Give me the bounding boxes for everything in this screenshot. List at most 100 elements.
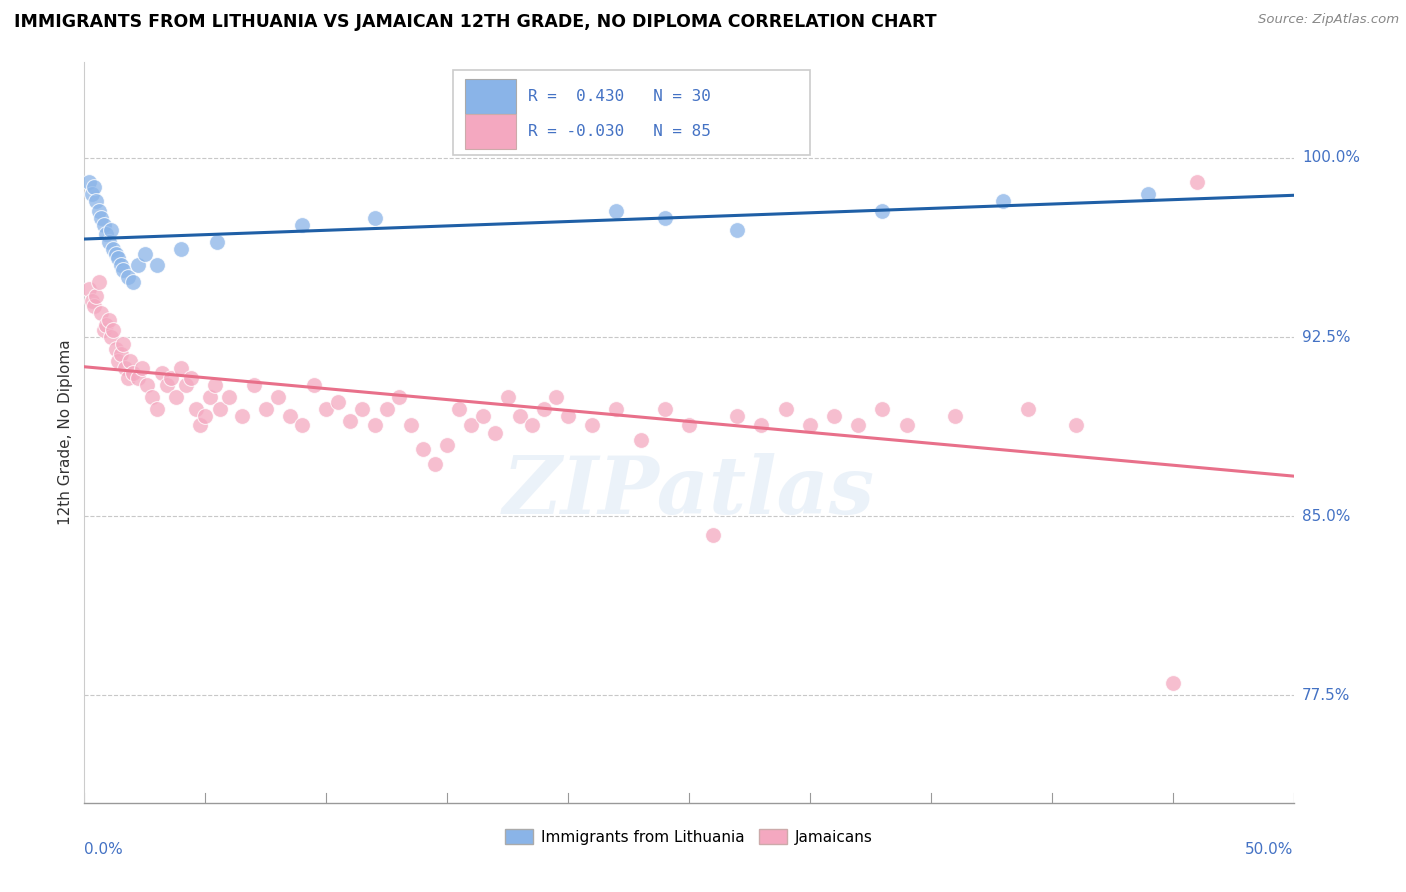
Point — [291, 418, 314, 433]
Text: 85.0%: 85.0% — [1302, 508, 1350, 524]
Point — [1137, 186, 1160, 201]
Point — [117, 270, 139, 285]
Point — [1064, 418, 1087, 433]
Point — [121, 366, 143, 380]
Point — [436, 437, 458, 451]
Point — [702, 528, 724, 542]
Point — [170, 242, 193, 256]
Point — [80, 186, 103, 201]
Point — [174, 377, 197, 392]
Point — [93, 218, 115, 232]
Point — [449, 401, 471, 416]
Point — [581, 418, 603, 433]
Point — [872, 203, 894, 218]
Point — [180, 370, 202, 384]
Point — [94, 318, 117, 333]
Text: Source: ZipAtlas.com: Source: ZipAtlas.com — [1258, 13, 1399, 27]
Point — [328, 394, 350, 409]
Text: 77.5%: 77.5% — [1302, 688, 1350, 703]
Point — [775, 401, 797, 416]
Point — [363, 211, 385, 225]
Point — [141, 390, 163, 404]
Point — [605, 203, 627, 218]
Point — [104, 342, 127, 356]
Point — [291, 218, 314, 232]
Point — [150, 366, 173, 380]
Point — [520, 418, 543, 433]
Point — [388, 390, 411, 404]
Text: IMMIGRANTS FROM LITHUANIA VS JAMAICAN 12TH GRADE, NO DIPLOMA CORRELATION CHART: IMMIGRANTS FROM LITHUANIA VS JAMAICAN 12… — [14, 13, 936, 31]
Point — [472, 409, 495, 423]
Point — [90, 211, 112, 225]
Point — [110, 347, 132, 361]
Point — [208, 401, 231, 416]
Point — [557, 409, 579, 423]
Text: ZIPatlas: ZIPatlas — [503, 453, 875, 531]
Point — [112, 263, 135, 277]
Point — [97, 313, 120, 327]
Point — [170, 361, 193, 376]
FancyBboxPatch shape — [465, 113, 516, 149]
Point — [107, 354, 129, 368]
Point — [605, 401, 627, 416]
Point — [80, 294, 103, 309]
Point — [83, 179, 105, 194]
Point — [86, 289, 108, 303]
Point — [87, 275, 110, 289]
Point — [630, 433, 652, 447]
Point — [533, 401, 555, 416]
Point — [103, 242, 125, 256]
Point — [114, 361, 136, 376]
Point — [100, 222, 122, 236]
Point — [412, 442, 434, 457]
Point — [1185, 175, 1208, 189]
Point — [146, 259, 169, 273]
Point — [77, 282, 100, 296]
FancyBboxPatch shape — [465, 78, 516, 114]
Point — [943, 409, 966, 423]
Point — [146, 401, 169, 416]
Point — [399, 418, 422, 433]
Text: 100.0%: 100.0% — [1302, 151, 1360, 166]
Point — [423, 457, 446, 471]
Point — [872, 401, 894, 416]
Point — [112, 337, 135, 351]
Point — [104, 246, 127, 260]
Point — [107, 252, 129, 266]
Point — [184, 401, 207, 416]
Point — [496, 390, 519, 404]
Point — [77, 175, 100, 189]
Point — [110, 259, 132, 273]
Text: R = -0.030   N = 85: R = -0.030 N = 85 — [529, 124, 711, 139]
Point — [127, 259, 149, 273]
Point — [799, 418, 821, 433]
Point — [86, 194, 108, 208]
Point — [94, 227, 117, 242]
Point — [254, 401, 277, 416]
Point — [278, 409, 301, 423]
Point — [823, 409, 845, 423]
Legend: Immigrants from Lithuania, Jamaicans: Immigrants from Lithuania, Jamaicans — [499, 822, 879, 851]
Point — [155, 377, 177, 392]
Point — [509, 409, 531, 423]
Point — [375, 401, 398, 416]
Text: 50.0%: 50.0% — [1246, 842, 1294, 856]
Text: 92.5%: 92.5% — [1302, 329, 1350, 344]
Point — [352, 401, 374, 416]
Point — [725, 409, 748, 423]
Point — [1017, 401, 1039, 416]
Point — [97, 235, 120, 249]
Point — [121, 275, 143, 289]
Point — [204, 377, 226, 392]
Point — [218, 390, 240, 404]
Point — [131, 361, 153, 376]
Point — [242, 377, 264, 392]
Point — [231, 409, 253, 423]
Point — [993, 194, 1015, 208]
Text: R =  0.430   N = 30: R = 0.430 N = 30 — [529, 89, 711, 104]
Point — [363, 418, 385, 433]
Point — [315, 401, 337, 416]
Point — [134, 246, 156, 260]
Point — [87, 203, 110, 218]
Point — [678, 418, 700, 433]
